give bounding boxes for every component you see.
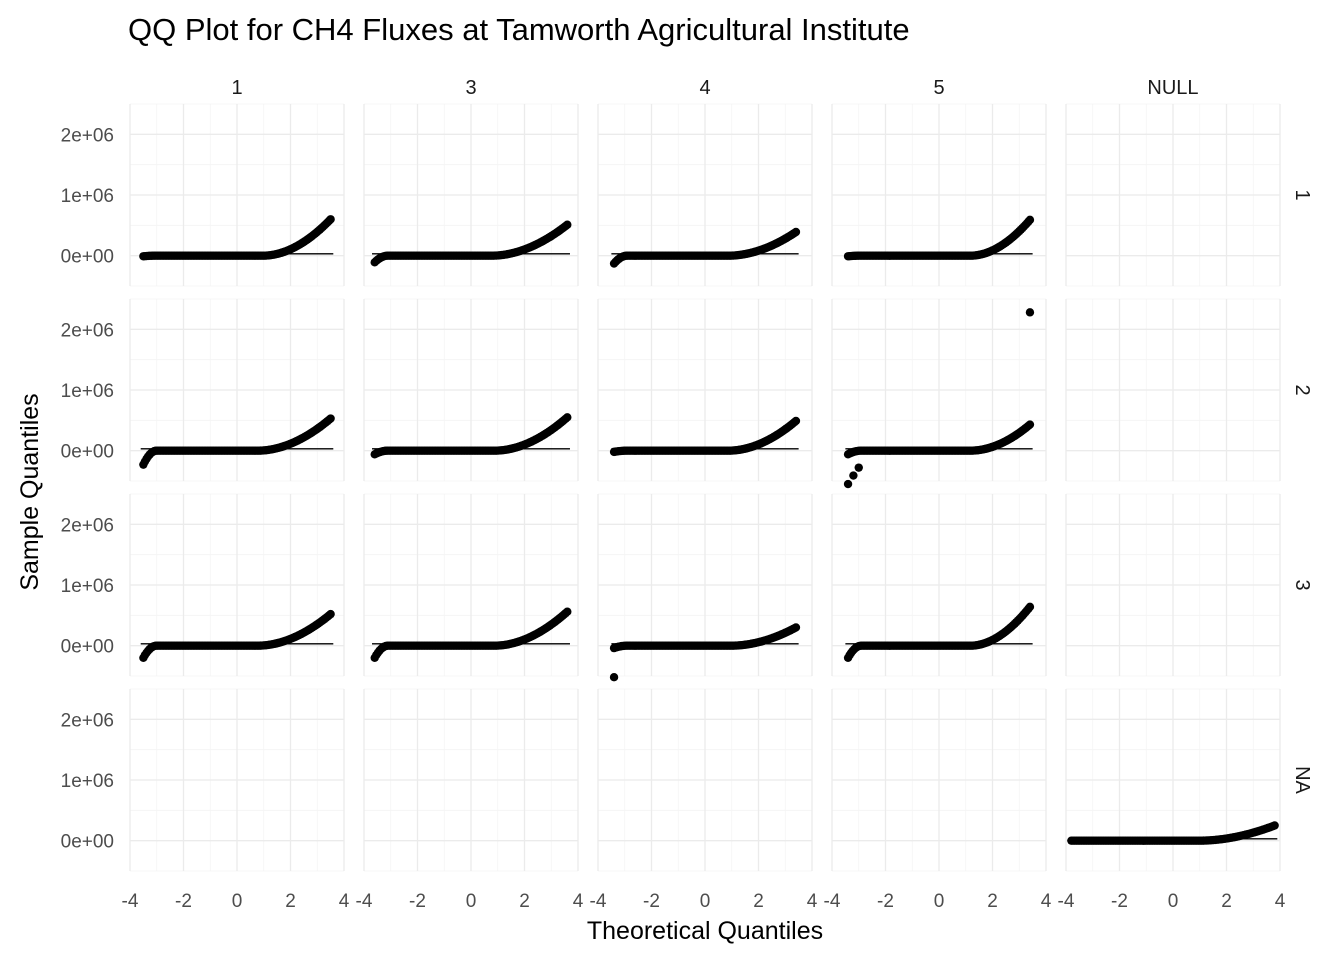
qq-panel-1-1 bbox=[139, 215, 335, 261]
qq-point bbox=[1025, 420, 1035, 429]
y-tick-label: 2e+06 bbox=[61, 710, 114, 731]
column-strip-label: 4 bbox=[699, 77, 710, 99]
x-tick-label: -4 bbox=[122, 891, 139, 912]
qq-panel-1-4 bbox=[609, 227, 801, 268]
facet-panel-grid bbox=[1065, 103, 1281, 287]
facet-panel-grid bbox=[597, 298, 813, 482]
x-axis-title: Theoretical Quantiles bbox=[587, 917, 823, 945]
qq-point bbox=[326, 215, 335, 224]
qq-point bbox=[326, 414, 335, 423]
column-strip-label: 1 bbox=[231, 77, 242, 99]
x-tick-label: -2 bbox=[877, 891, 894, 912]
x-tick-label: -4 bbox=[824, 891, 841, 912]
y-tick-label: 2e+06 bbox=[61, 125, 114, 146]
x-tick-label: 2 bbox=[519, 891, 530, 912]
qq-point bbox=[609, 673, 619, 682]
y-tick-label: 1e+06 bbox=[61, 381, 114, 402]
facet-panel-grid bbox=[831, 493, 1047, 677]
x-tick-label: -4 bbox=[356, 891, 373, 912]
qq-point bbox=[1025, 215, 1035, 225]
y-tick-label: 1e+06 bbox=[61, 186, 114, 207]
qq-point bbox=[1025, 308, 1035, 317]
qq-panel-2-3 bbox=[370, 413, 572, 459]
x-tick-label: 0 bbox=[1168, 891, 1179, 912]
facet-panel-grid bbox=[363, 688, 579, 872]
y-axis-title: Sample Quantiles bbox=[16, 393, 44, 590]
qq-panel-2-5 bbox=[843, 308, 1035, 489]
qq-point bbox=[791, 416, 801, 426]
qq-point bbox=[563, 607, 572, 616]
x-tick-label: 0 bbox=[700, 891, 711, 912]
x-tick-label: 4 bbox=[339, 891, 350, 912]
x-tick-label: 2 bbox=[987, 891, 998, 912]
qq-point bbox=[1025, 602, 1035, 612]
x-tick-label: 2 bbox=[753, 891, 764, 912]
facet-panel-grid bbox=[831, 688, 1047, 872]
x-tick-label: -2 bbox=[409, 891, 426, 912]
x-tick-label: 4 bbox=[573, 891, 584, 912]
facet-panel-grid bbox=[1065, 493, 1281, 677]
qq-panel-2-1 bbox=[139, 414, 335, 469]
row-strip-label: 3 bbox=[1291, 579, 1313, 590]
axis-ticks: 0e+00 1e+06 2e+06 0e+00 1e+06 2e+06 0e+00 1e+06… bbox=[61, 125, 1286, 912]
x-tick-label: -4 bbox=[590, 891, 607, 912]
row-strip-label: 2 bbox=[1291, 384, 1313, 395]
x-tick-label: 4 bbox=[1275, 891, 1286, 912]
x-tick-label: 4 bbox=[1041, 891, 1052, 912]
facet-panel-grid bbox=[129, 688, 345, 872]
qq-point bbox=[791, 623, 801, 632]
x-tick-label: 0 bbox=[232, 891, 243, 912]
qq-point bbox=[563, 220, 572, 229]
x-tick-label: 2 bbox=[1221, 891, 1232, 912]
x-tick-label: 4 bbox=[807, 891, 818, 912]
qq-panel-NA-NULL bbox=[1067, 821, 1279, 845]
qq-panel-1-5 bbox=[843, 215, 1035, 261]
x-tick-label: -2 bbox=[643, 891, 660, 912]
row-strip-label: NA bbox=[1291, 766, 1313, 794]
chart-title: QQ Plot for CH4 Fluxes at Tamworth Agric… bbox=[128, 12, 910, 47]
facet-strips: 1 3 4 5 NULL 1 2 3 NA bbox=[231, 77, 1313, 795]
qq-panel-2-4 bbox=[609, 416, 801, 457]
row-strip-label: 1 bbox=[1291, 189, 1313, 200]
x-tick-label: -2 bbox=[1111, 891, 1128, 912]
y-tick-label: 1e+06 bbox=[61, 576, 114, 597]
x-tick-label: -4 bbox=[1058, 891, 1075, 912]
qq-point bbox=[563, 413, 572, 422]
qq-point bbox=[1270, 821, 1279, 830]
qq-point bbox=[854, 463, 863, 472]
facet-panel-grid bbox=[1065, 298, 1281, 482]
y-tick-label: 0e+00 bbox=[61, 247, 114, 268]
y-tick-label: 0e+00 bbox=[61, 442, 114, 463]
qq-panel-3-1 bbox=[139, 609, 335, 662]
facet-panel-grid bbox=[597, 688, 813, 872]
qq-point bbox=[843, 479, 853, 489]
qq-panel-1-3 bbox=[370, 220, 572, 267]
y-tick-label: 1e+06 bbox=[61, 771, 114, 792]
y-tick-label: 2e+06 bbox=[61, 515, 114, 536]
y-tick-label: 0e+00 bbox=[61, 832, 114, 853]
y-tick-label: 0e+00 bbox=[61, 637, 114, 658]
facet-panels bbox=[129, 103, 1281, 872]
qq-panel-3-3 bbox=[370, 607, 572, 662]
qq-panel-3-5 bbox=[843, 602, 1035, 662]
qq-panel-3-4 bbox=[609, 623, 801, 682]
qq-point bbox=[791, 227, 801, 237]
column-strip-label: 5 bbox=[933, 77, 944, 99]
x-tick-label: -2 bbox=[175, 891, 192, 912]
x-tick-label: 0 bbox=[934, 891, 945, 912]
column-strip-label: 3 bbox=[465, 77, 476, 99]
qq-point bbox=[849, 471, 858, 480]
x-tick-label: 0 bbox=[466, 891, 477, 912]
y-tick-label: 2e+06 bbox=[61, 320, 114, 341]
qq-point bbox=[326, 609, 335, 619]
x-tick-label: 2 bbox=[285, 891, 296, 912]
column-strip-label: NULL bbox=[1147, 77, 1198, 99]
